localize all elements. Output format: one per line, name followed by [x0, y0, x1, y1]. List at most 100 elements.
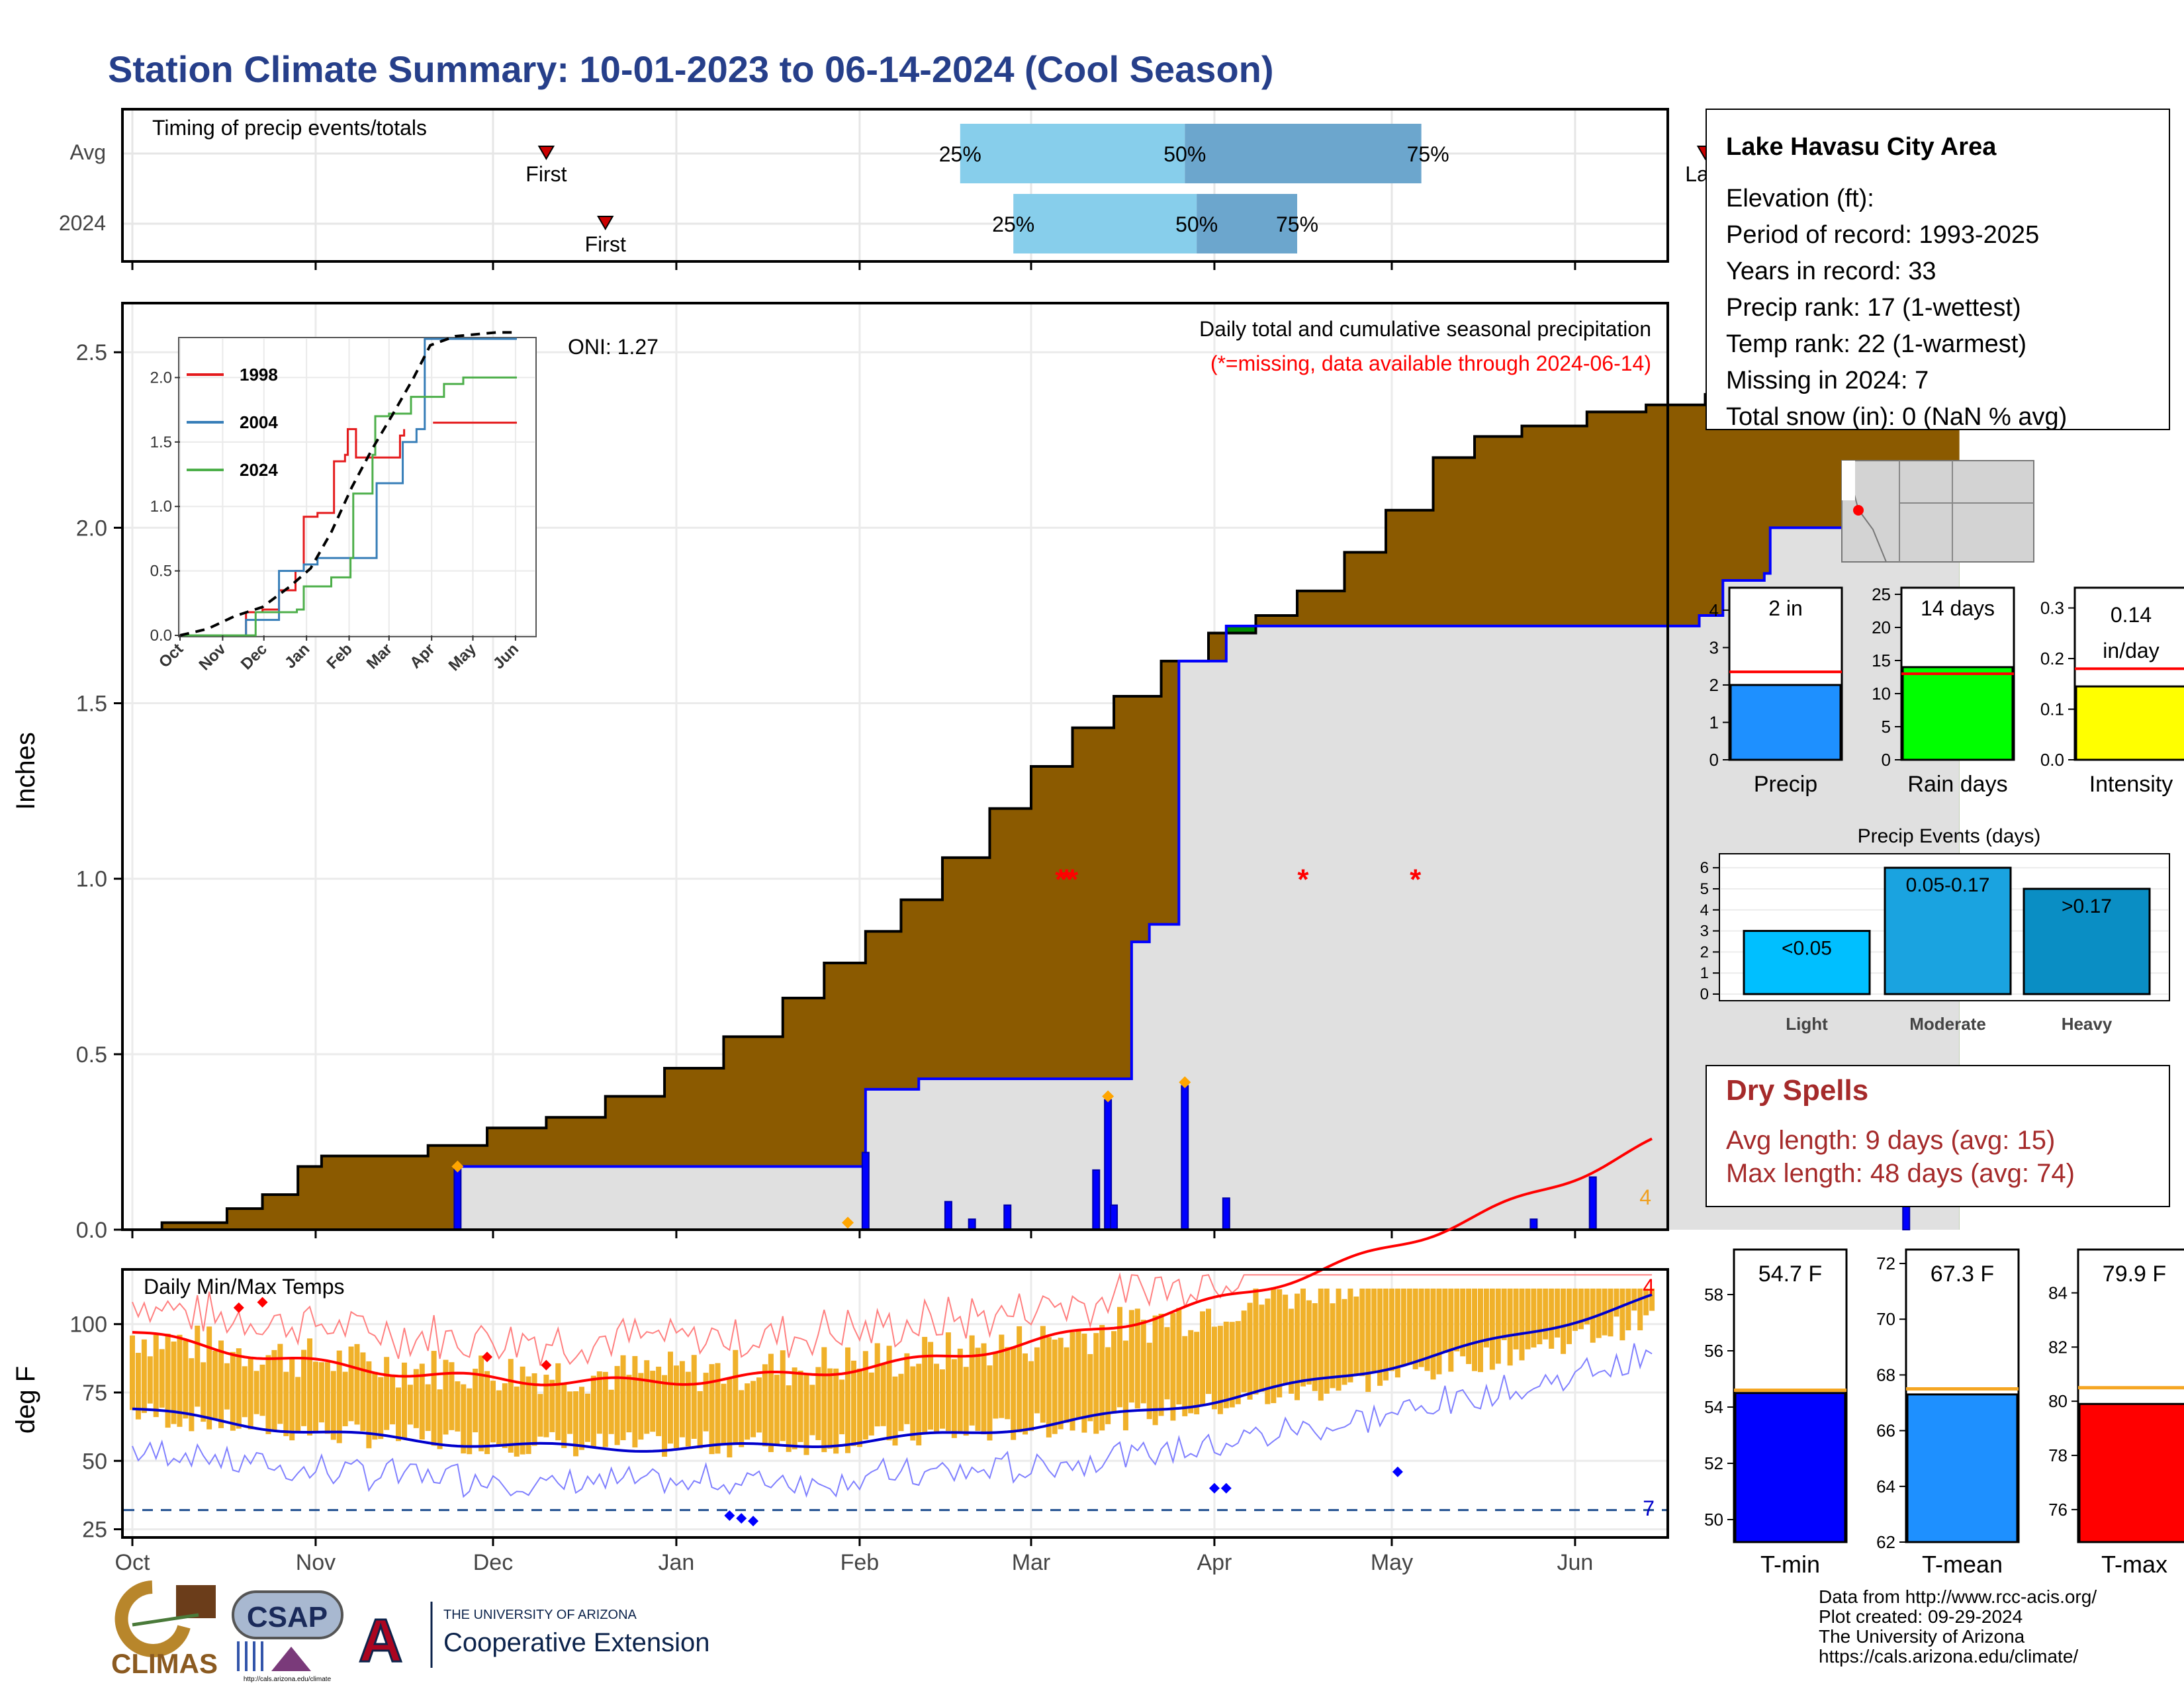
- daily-temp-range-bar: [975, 1348, 981, 1432]
- daily-temp-range-bar: [1259, 1304, 1265, 1392]
- daily-temp-range-bar: [461, 1384, 467, 1454]
- climas-logo-block: [176, 1585, 216, 1618]
- daily-temp-range-bar: [1111, 1331, 1117, 1414]
- dry-frame: [1706, 1065, 2170, 1207]
- event-bar-label: >0.17: [2062, 895, 2112, 917]
- timing-row-avg-label: Avg: [69, 140, 106, 164]
- daily-temp-range-bar: [999, 1334, 1005, 1418]
- map-ocean: [1842, 461, 1855, 500]
- dry-title: Dry Spells: [1726, 1074, 1868, 1107]
- precip-y-tick-label: 2.0: [76, 516, 107, 541]
- daily-temp-range-bar: [886, 1346, 892, 1441]
- missing-data-marker: *: [1297, 864, 1309, 896]
- daily-temp-range-bar: [1513, 1288, 1519, 1349]
- inset-series-line: [180, 338, 517, 637]
- daily-temp-range-bar: [638, 1373, 644, 1440]
- daily-temp-range-bar: [1400, 1288, 1406, 1367]
- csap-logo: CSAP http://cals.arizona.edu/climate: [232, 1590, 343, 1683]
- temp-summary-value: 67.3 F: [1931, 1261, 1994, 1287]
- summary-bar-tick-label: 0.3: [2040, 598, 2064, 618]
- daily-temp-range-bar: [679, 1361, 685, 1438]
- daily-temp-range-bar: [1649, 1288, 1655, 1311]
- daily-temp-range-bar: [1182, 1336, 1188, 1416]
- events-y-tick-label: 6: [1700, 859, 1709, 877]
- record-low-marker: [1392, 1466, 1403, 1477]
- daily-temp-range-bar: [455, 1381, 461, 1432]
- daily-temp-range-bar: [478, 1355, 484, 1451]
- daily-temp-range-bar: [1283, 1295, 1289, 1385]
- daily-temp-range-bar: [354, 1344, 360, 1425]
- climas-logo-mark: [114, 1580, 191, 1657]
- daily-temp-range-bar: [668, 1351, 674, 1444]
- daily-record-point: [842, 1216, 854, 1229]
- daily-temp-range-bar: [230, 1351, 236, 1431]
- daily-temp-range-bar: [242, 1366, 248, 1418]
- daily-temp-range-bar: [1483, 1288, 1489, 1348]
- timing-event-label: First: [585, 232, 626, 256]
- event-bar-label: <0.05: [1782, 938, 1832, 960]
- event-bar-label: 0.05-0.17: [1906, 874, 1990, 896]
- events-y-tick-label: 5: [1700, 880, 1709, 898]
- daily-temp-range-bar: [384, 1357, 390, 1430]
- temp-y-tick-label: 100: [69, 1312, 107, 1338]
- inset-frame: [178, 337, 537, 637]
- daily-temp-range-bar: [733, 1349, 739, 1444]
- daily-temp-range-bar: [378, 1377, 384, 1440]
- daily-temp-range-bar: [1342, 1299, 1347, 1385]
- events-y-tick-label: 1: [1700, 964, 1709, 982]
- daily-temp-range-bar: [644, 1360, 650, 1434]
- month-label: Feb: [841, 1550, 880, 1575]
- temp-summary-fill: [2078, 1402, 2184, 1543]
- daily-temp-range-bar: [431, 1351, 437, 1446]
- month-label: May: [1371, 1550, 1413, 1575]
- timing-p75-label: 75%: [1407, 142, 1449, 166]
- daily-temp-range-bar: [165, 1334, 171, 1428]
- event-bar: [1743, 930, 1871, 995]
- daily-temp-range-bar: [662, 1375, 668, 1457]
- summary-bar-tick-label: 0.2: [2040, 649, 2064, 668]
- inset-y-tick-label: 0.5: [150, 563, 172, 580]
- daily-temp-range-bar: [437, 1389, 443, 1449]
- temp-summary-label: T-min: [1760, 1551, 1820, 1578]
- daily-temp-range-bar: [413, 1369, 419, 1428]
- daily-temp-range-bar: [739, 1390, 745, 1447]
- dry-spells-box: Dry Spells Avg length: 9 days (avg: 15) …: [1706, 1065, 2170, 1207]
- daily-temp-range-bar: [768, 1353, 774, 1453]
- daily-temp-range-bar: [147, 1356, 153, 1404]
- daily-temp-range-bar: [993, 1351, 999, 1419]
- inset-legend-label: 2004: [240, 412, 278, 432]
- daily-temp-range-bar: [1289, 1308, 1295, 1394]
- daily-temp-range-bar: [691, 1355, 697, 1439]
- daily-temp-range-bar: [1448, 1288, 1454, 1372]
- daily-temp-range-bar: [1271, 1288, 1277, 1404]
- daily-temp-range-bar: [1543, 1288, 1549, 1340]
- daily-temp-range-bar: [1158, 1313, 1164, 1416]
- daily-temp-range-bar: [1146, 1342, 1152, 1420]
- station-info-line: Period of record: 1993-2025: [1726, 221, 2039, 249]
- daily-temp-range-bar: [1359, 1288, 1365, 1377]
- daily-temp-range-bar: [727, 1378, 733, 1458]
- temp-summary-tick-label: 76: [2048, 1500, 2068, 1520]
- daily-temp-range-bar: [1206, 1308, 1212, 1394]
- csap-logo-text: CSAP: [247, 1601, 328, 1633]
- daily-temp-range-bar: [1619, 1288, 1625, 1341]
- event-category-label: Light: [1786, 1014, 1828, 1034]
- event-bar: [1884, 866, 2012, 995]
- temp-summary-tick-label: 64: [1876, 1477, 1895, 1496]
- daily-temp-range-bar: [1170, 1312, 1176, 1421]
- daily-temp-range-bar: [821, 1347, 827, 1453]
- daily-temp-range-bar: [1023, 1353, 1028, 1435]
- timing-p25-label: 25%: [939, 142, 981, 166]
- daily-temp-range-bar: [650, 1371, 656, 1432]
- summary-bar-label: Rain days: [1907, 772, 2007, 797]
- precip-y-axis-label: Inches: [11, 732, 40, 810]
- footer-line: The University of Arizona: [1819, 1626, 2025, 1647]
- daily-temp-range-bar: [130, 1335, 135, 1410]
- record-low-marker: [736, 1513, 747, 1524]
- record-high-marker: [233, 1302, 244, 1313]
- footer: CLIMAS CSAP http://cals.arizona.edu/clim…: [111, 1580, 2097, 1683]
- summary-bar-tick-label: 10: [1872, 684, 1891, 704]
- csap-url: http://cals.arizona.edu/climate: [244, 1676, 332, 1683]
- daily-temp-range-bar: [845, 1347, 851, 1453]
- daily-temp-range-bar: [159, 1349, 165, 1408]
